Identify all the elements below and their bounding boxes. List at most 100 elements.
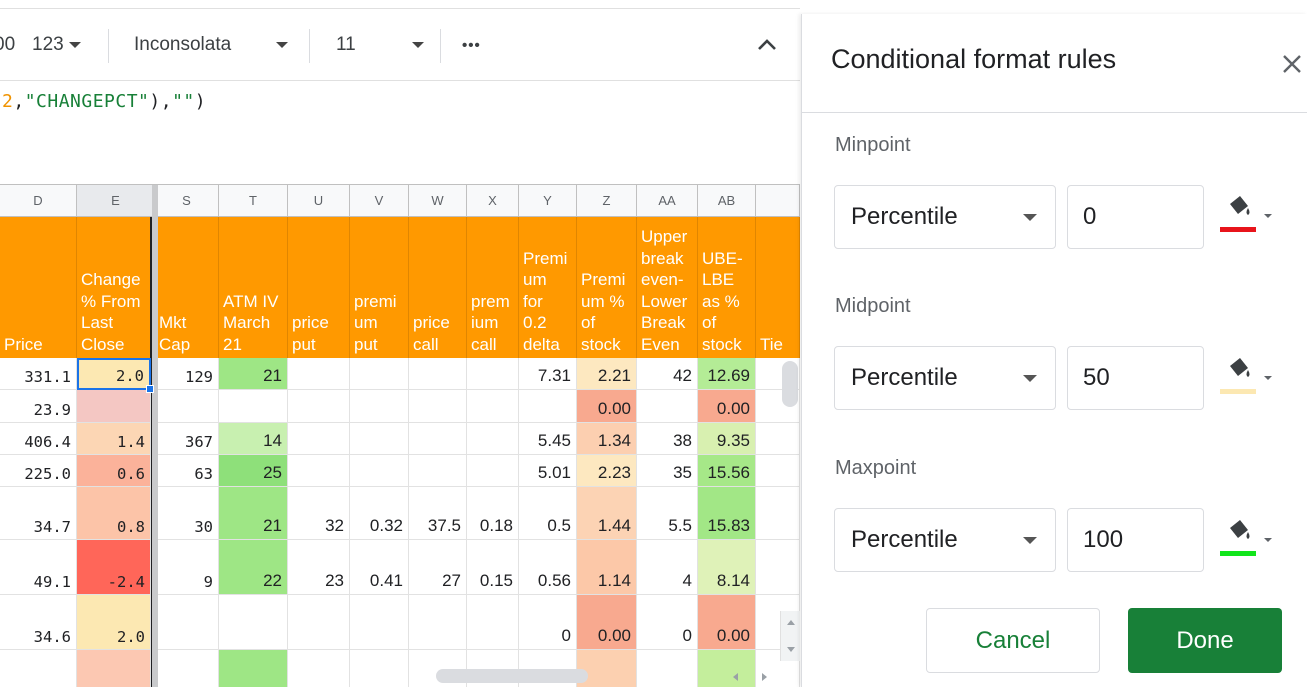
table-cell-s[interactable]	[158, 595, 219, 650]
table-cell-d[interactable]: 34.7	[0, 487, 77, 540]
table-cell-v[interactable]: 0.41	[350, 540, 409, 595]
table-cell[interactable]	[756, 358, 800, 390]
table-cell-t[interactable]: 21	[219, 358, 288, 390]
table-cell-u[interactable]	[288, 595, 350, 650]
table-cell-x[interactable]	[467, 390, 519, 423]
table-cell-ab[interactable]: 12.69	[698, 358, 756, 390]
selected-cell[interactable]: 2.0	[77, 358, 151, 390]
table-cell-aa[interactable]: 38	[637, 423, 698, 455]
table-cell-w[interactable]	[409, 455, 467, 487]
table-cell-t[interactable]: 22	[219, 540, 288, 595]
table-cell-ab[interactable]: 0.00	[698, 595, 756, 650]
table-cell-aa[interactable]	[637, 650, 698, 687]
table-cell-d[interactable]: 34.6	[0, 595, 77, 650]
table-cell-aa[interactable]	[637, 390, 698, 423]
maxpoint-color-button[interactable]	[1218, 518, 1278, 562]
table-cell-ab[interactable]: 15.56	[698, 455, 756, 487]
table-cell-u[interactable]	[288, 455, 350, 487]
column-header-x[interactable]: X	[467, 185, 519, 217]
table-cell-s[interactable]: 9	[158, 540, 219, 595]
spreadsheet-grid[interactable]: D Price E Change % From Last Close S Mkt Cap T…	[0, 184, 800, 687]
table-cell-u[interactable]	[288, 650, 350, 687]
column-header-t[interactable]: T	[219, 185, 288, 217]
table-cell-t[interactable]: 25	[219, 455, 288, 487]
table-cell-d[interactable]: 331.1	[0, 358, 77, 390]
table-cell-aa[interactable]: 5.5	[637, 487, 698, 540]
table-cell-u[interactable]	[288, 423, 350, 455]
table-cell-s[interactable]: 129	[158, 358, 219, 390]
table-cell-v[interactable]: 0.32	[350, 487, 409, 540]
midpoint-value-input[interactable]: 50	[1067, 346, 1204, 410]
table-cell-d[interactable]	[0, 650, 77, 687]
table-cell-ab[interactable]: 9.35	[698, 423, 756, 455]
table-cell-aa[interactable]: 35	[637, 455, 698, 487]
table-cell-s[interactable]: 30	[158, 487, 219, 540]
column-header-d[interactable]: D	[0, 185, 77, 217]
table-cell-t[interactable]: 14	[219, 423, 288, 455]
table-cell-u[interactable]: 23	[288, 540, 350, 595]
horizontal-scrollbar[interactable]	[436, 669, 588, 683]
table-cell[interactable]	[756, 487, 800, 540]
table-cell-u[interactable]: 32	[288, 487, 350, 540]
table-cell-aa[interactable]: 42	[637, 358, 698, 390]
table-cell[interactable]	[756, 540, 800, 595]
table-cell-ab[interactable]: 0.00	[698, 390, 756, 423]
table-cell-u[interactable]	[288, 358, 350, 390]
table-cell-x[interactable]: 0.18	[467, 487, 519, 540]
scroll-arrows[interactable]	[780, 611, 800, 661]
table-cell-y[interactable]: 0.56	[519, 540, 577, 595]
column-header-v[interactable]: V	[350, 185, 409, 217]
maxpoint-value-input[interactable]: 100	[1067, 508, 1204, 572]
close-panel-button[interactable]	[1280, 52, 1304, 76]
table-cell-v[interactable]	[350, 358, 409, 390]
table-cell-v[interactable]	[350, 455, 409, 487]
table-cell-x[interactable]	[467, 650, 519, 687]
maxpoint-type-select[interactable]: Percentile	[834, 508, 1056, 572]
table-cell-s[interactable]: 63	[158, 455, 219, 487]
table-cell-y[interactable]: 5.45	[519, 423, 577, 455]
table-cell-x[interactable]	[467, 358, 519, 390]
table-cell-w[interactable]: 37.5	[409, 487, 467, 540]
frozen-columns-divider[interactable]	[152, 185, 158, 687]
column-header-next[interactable]	[756, 185, 800, 217]
table-cell-e[interactable]	[77, 650, 151, 687]
more-options-button[interactable]: •••	[462, 9, 492, 81]
done-button[interactable]: Done	[1128, 608, 1282, 673]
table-cell-x[interactable]	[467, 455, 519, 487]
table-cell-u[interactable]	[288, 390, 350, 423]
table-cell-e[interactable]: -2.4	[77, 540, 151, 595]
minpoint-value-input[interactable]: 0	[1067, 185, 1204, 249]
table-cell-e[interactable]	[77, 390, 151, 423]
column-header-u[interactable]: U	[288, 185, 350, 217]
column-header-w[interactable]: W	[409, 185, 467, 217]
font-size-select[interactable]: 11	[336, 9, 428, 81]
table-cell-y[interactable]: 0	[519, 595, 577, 650]
table-cell-w[interactable]	[409, 423, 467, 455]
table-cell-w[interactable]	[409, 390, 467, 423]
table-cell-y[interactable]	[519, 390, 577, 423]
vertical-scrollbar[interactable]	[782, 361, 798, 407]
midpoint-color-button[interactable]	[1218, 356, 1278, 400]
table-cell-d[interactable]: 23.9	[0, 390, 77, 423]
table-cell-e[interactable]: 2.0	[77, 595, 151, 650]
table-cell-t[interactable]	[219, 650, 288, 687]
table-cell-ab[interactable]	[698, 650, 756, 687]
table-cell[interactable]	[756, 390, 800, 423]
cancel-button[interactable]: Cancel	[926, 608, 1100, 673]
table-cell[interactable]	[756, 423, 800, 455]
table-cell-z[interactable]: 1.34	[577, 423, 637, 455]
column-header-e[interactable]: E	[77, 185, 155, 217]
table-cell[interactable]	[756, 650, 800, 687]
table-cell-w[interactable]	[409, 358, 467, 390]
horizontal-scroll-arrows[interactable]	[722, 666, 778, 687]
fill-handle[interactable]	[146, 385, 154, 393]
table-cell-d[interactable]: 406.4	[0, 423, 77, 455]
column-header-ab[interactable]: AB	[698, 185, 756, 217]
minpoint-color-button[interactable]	[1218, 194, 1278, 238]
table-cell[interactable]	[756, 455, 800, 487]
column-header-aa[interactable]: AA	[637, 185, 698, 217]
font-family-select[interactable]: Inconsolata	[134, 9, 294, 81]
table-cell-ab[interactable]: 15.83	[698, 487, 756, 540]
table-cell-w[interactable]	[409, 595, 467, 650]
table-cell-v[interactable]	[350, 390, 409, 423]
